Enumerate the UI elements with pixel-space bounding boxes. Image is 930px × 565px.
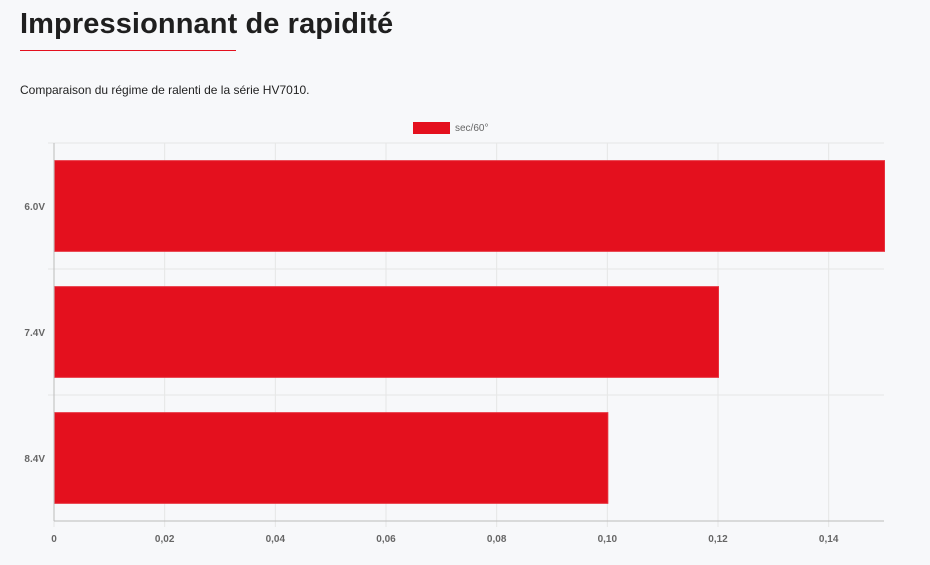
- y-tick-label: 8.4V: [24, 454, 45, 465]
- bar[interactable]: [54, 286, 719, 378]
- y-tick-label: 6.0V: [24, 202, 45, 213]
- bar[interactable]: [54, 160, 885, 252]
- legend-label: sec/60°: [455, 123, 488, 134]
- x-tick-label: 0,04: [266, 534, 286, 545]
- bars: [54, 160, 885, 504]
- x-tick-label: 0,14: [819, 534, 839, 545]
- y-tick-label: 7.4V: [24, 328, 45, 339]
- legend-swatch: [413, 122, 450, 134]
- x-tick-label: 0,02: [155, 534, 175, 545]
- x-tick-label: 0,12: [708, 534, 728, 545]
- x-tick-label: 0,06: [376, 534, 396, 545]
- chart-legend[interactable]: sec/60°: [413, 122, 488, 134]
- axes: 0 0,02 0,04 0,06 0,08 0,10 0,12 0,14 6.0V 7.4V 8.4…: [24, 143, 884, 545]
- x-tick-label: 0,08: [487, 534, 507, 545]
- bar[interactable]: [54, 412, 609, 504]
- bar-chart: sec/60° 0 0,02 0,04 0,06 0,08 0,10 0,12 0,14 6.0…: [24, 122, 885, 545]
- chart-subtitle: Comparaison du régime de ralenti de la s…: [20, 83, 310, 97]
- title-underline: [20, 50, 236, 51]
- x-tick-label: 0: [51, 534, 57, 545]
- x-tick-label: 0,10: [598, 534, 618, 545]
- page-title: Impressionnant de rapidité: [20, 8, 394, 40]
